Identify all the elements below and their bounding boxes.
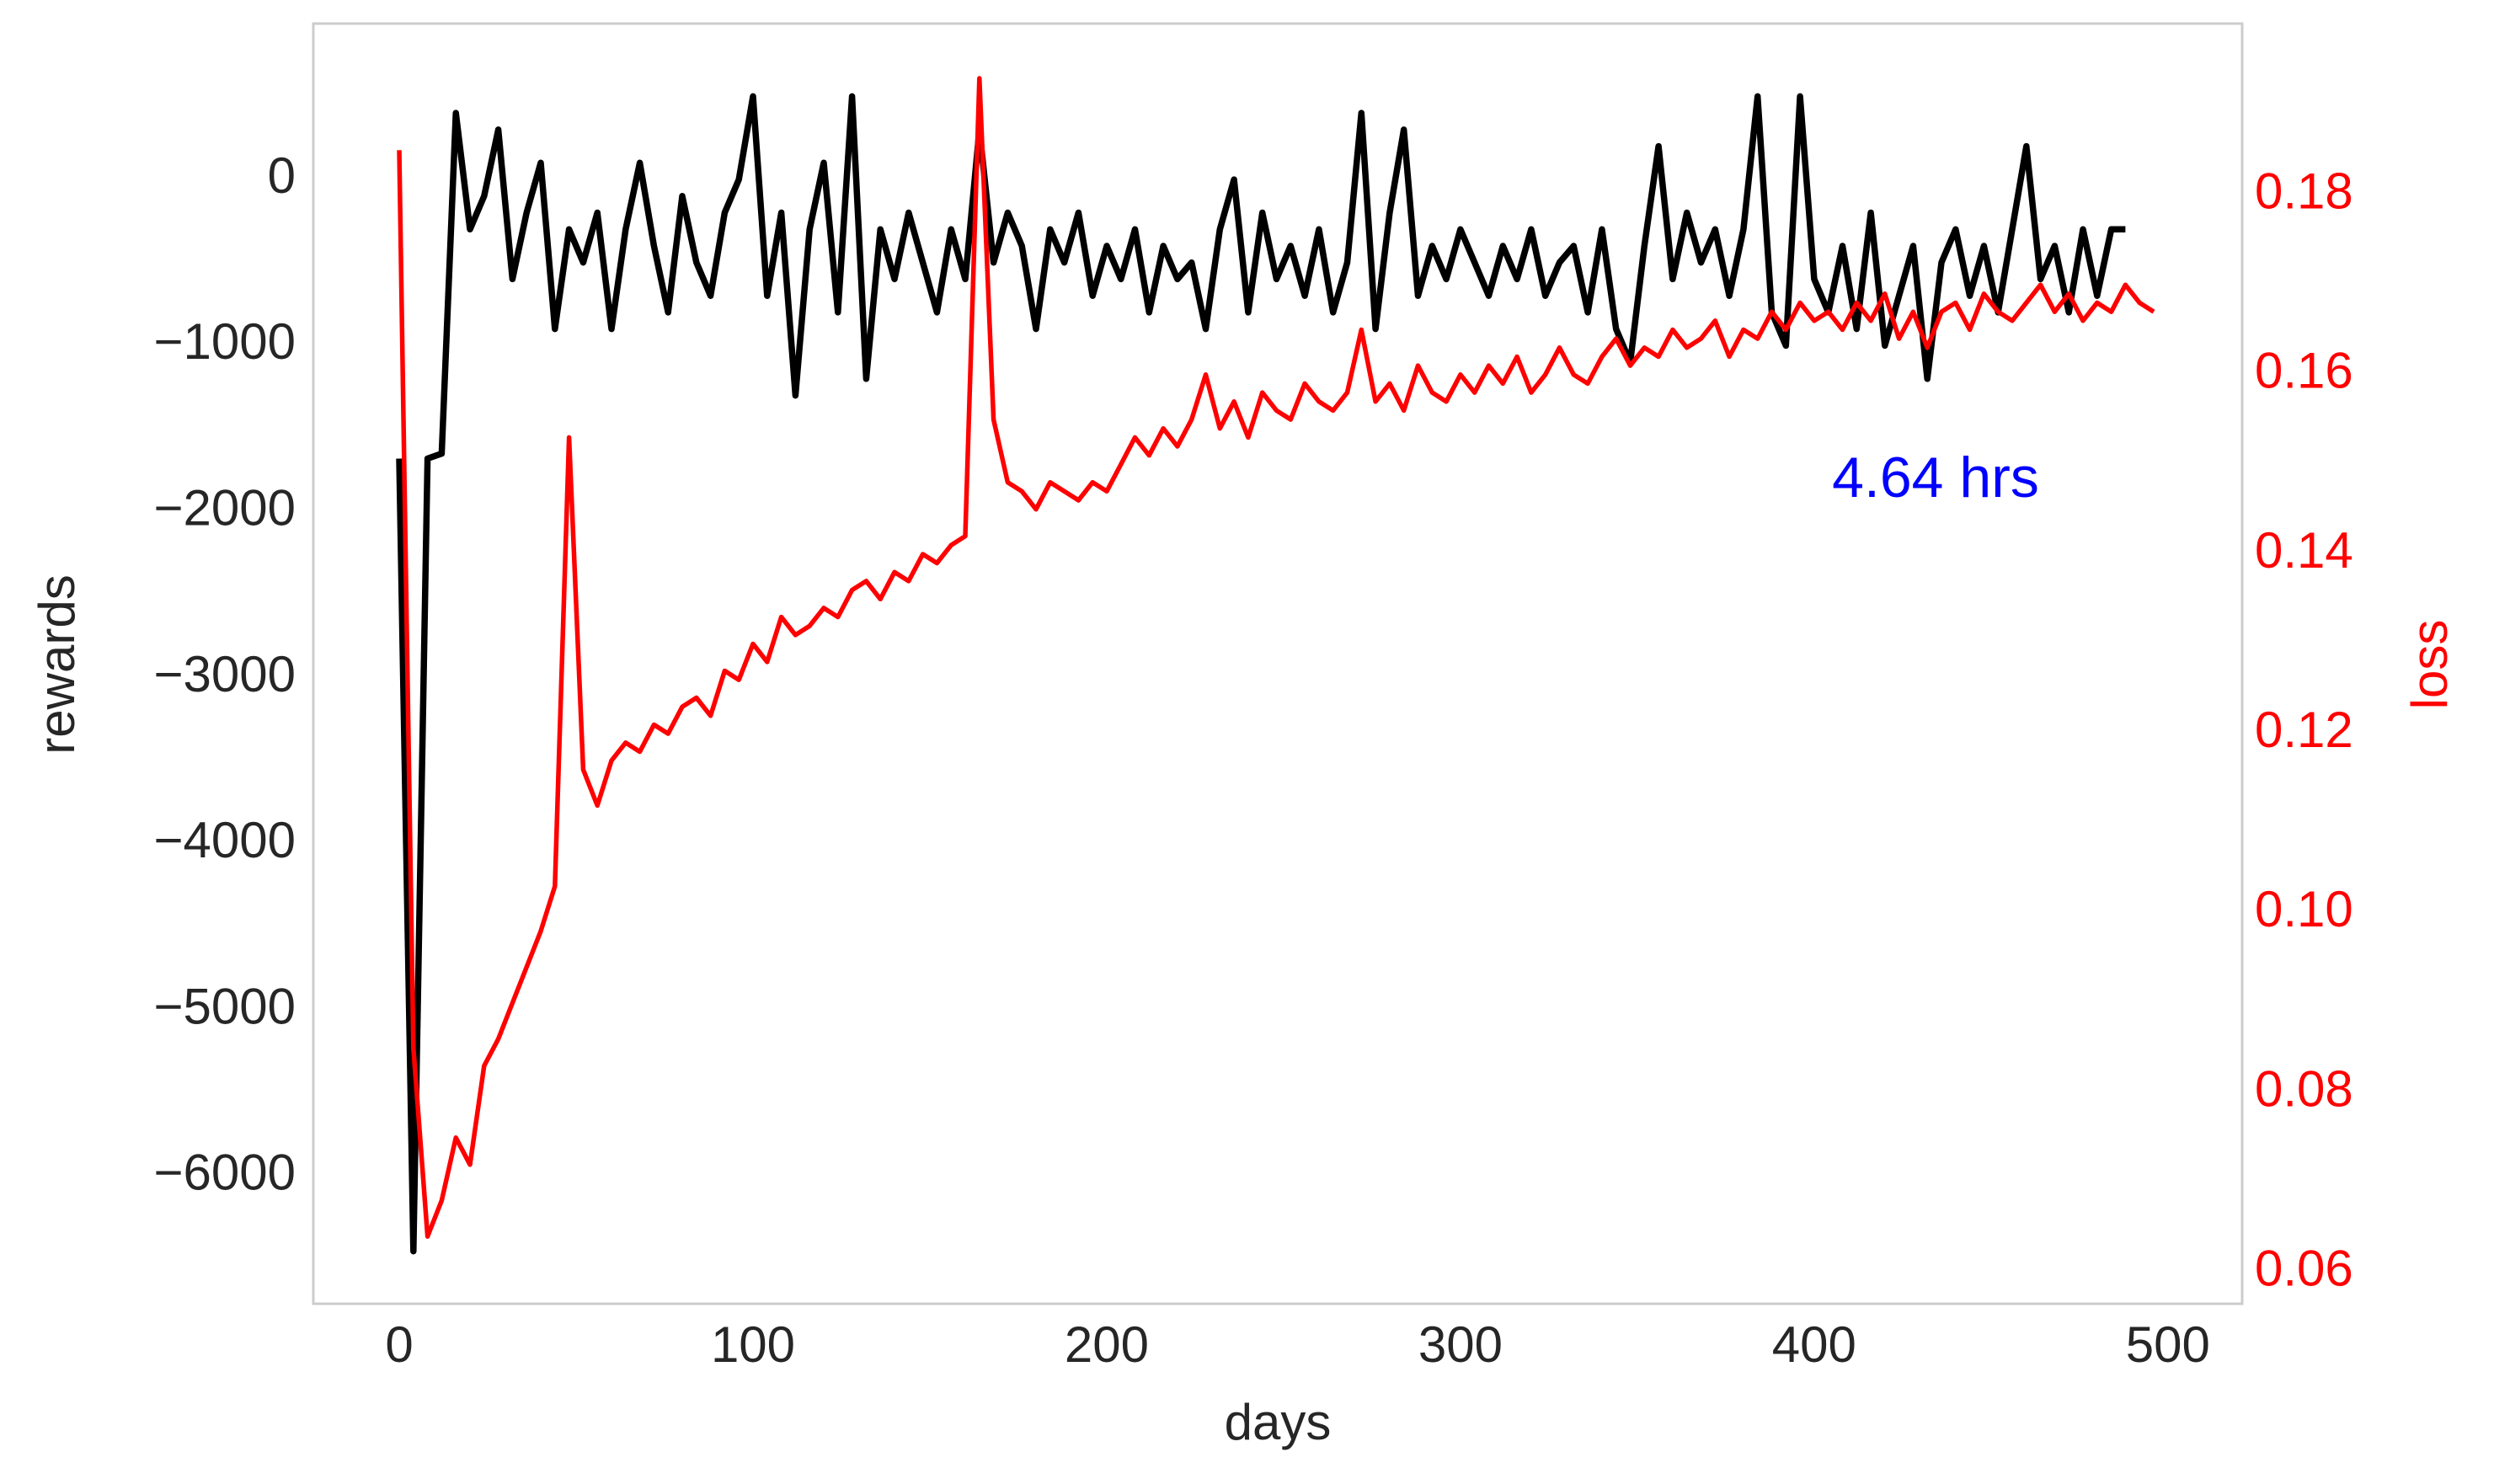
annotation: 4.64 hrs bbox=[1832, 446, 2039, 510]
y2-tick-label: 0.08 bbox=[2255, 1060, 2353, 1117]
y-tick-label: −5000 bbox=[153, 978, 296, 1034]
y-tick-label: −3000 bbox=[153, 646, 296, 702]
y-tick-label: −2000 bbox=[153, 480, 296, 536]
y2-tick-label: 0.06 bbox=[2255, 1241, 2353, 1297]
x-tick-label: 200 bbox=[1065, 1316, 1149, 1373]
y-tick-label: −6000 bbox=[153, 1145, 296, 1201]
x-axis-label: days bbox=[1225, 1394, 1332, 1450]
y2-tick-label: 0.10 bbox=[2255, 881, 2353, 937]
x-tick-label: 0 bbox=[385, 1316, 413, 1373]
x-tick-label: 400 bbox=[1772, 1316, 1856, 1373]
y2-tick-label: 0.14 bbox=[2255, 522, 2353, 579]
y-axis-label: rewards bbox=[29, 574, 85, 754]
y-tick-label: 0 bbox=[268, 147, 296, 204]
y2-tick-label: 0.16 bbox=[2255, 343, 2353, 399]
y2-tick-label: 0.18 bbox=[2255, 163, 2353, 219]
y2-tick-label: 0.12 bbox=[2255, 702, 2353, 758]
plot-frame bbox=[312, 22, 2244, 1305]
data-line bbox=[396, 93, 2126, 1255]
y-tick-label: −4000 bbox=[153, 812, 296, 868]
y-tick-label: −1000 bbox=[153, 313, 296, 370]
data-line bbox=[397, 76, 2155, 1239]
x-tick-label: 100 bbox=[711, 1316, 795, 1373]
x-tick-label: 500 bbox=[2126, 1316, 2210, 1373]
y2-axis-label: loss bbox=[2401, 620, 2458, 710]
x-tick-label: 300 bbox=[1418, 1316, 1503, 1373]
